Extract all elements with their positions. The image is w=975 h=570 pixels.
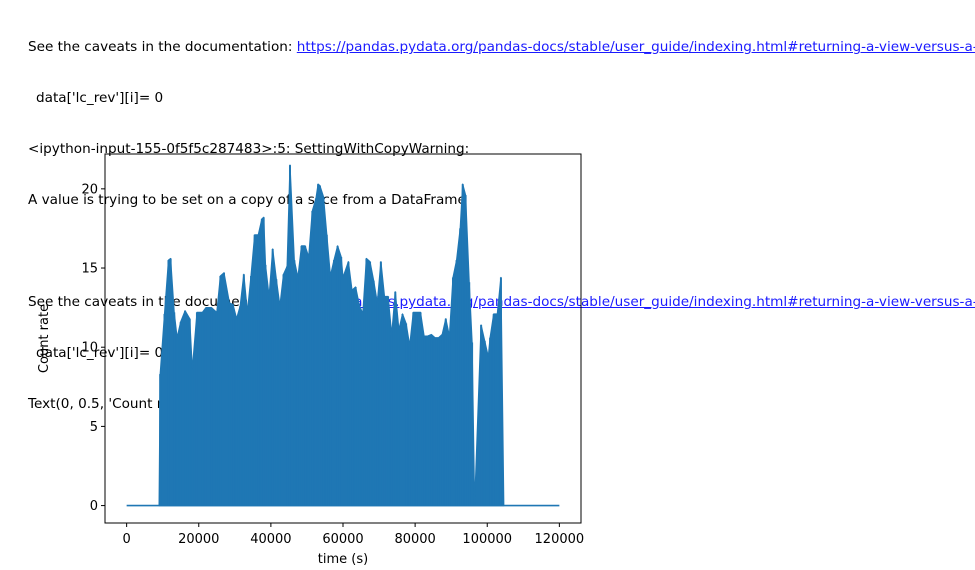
x-tick-label: 40000	[250, 532, 291, 547]
plot-frame	[104, 153, 582, 524]
x-axis-ticks: 0 20000 40000 60000 80000 100000 120000	[122, 523, 584, 547]
y-tick-label: 15	[81, 262, 98, 277]
y-axis-label: Count rate	[37, 304, 52, 373]
caveat-line: See the caveats in the documentation: ht…	[28, 39, 975, 56]
x-tick-label: 100000	[462, 532, 512, 547]
x-tick-label: 80000	[394, 532, 435, 547]
docs-link[interactable]: https://pandas.pydata.org/pandas-docs/st…	[296, 39, 975, 55]
y-tick-label: 5	[90, 420, 98, 435]
y-axis-ticks: 0 5 10 15 20	[81, 182, 105, 514]
x-tick-label: 0	[122, 532, 130, 547]
warning-location: <ipython-input-155-0f5f5c287483>:5: Sett…	[28, 141, 470, 157]
y-tick-label: 0	[90, 499, 98, 514]
lightcurve-chart: 0 5 10 15 20 0 20000 40000 60000 80000 100000 1200…	[37, 153, 584, 567]
code-line: data['lc_rev'][i]= 0	[36, 90, 164, 106]
x-tick-label: 120000	[535, 532, 585, 547]
y-tick-label: 10	[81, 341, 98, 356]
x-axis-label: time (s)	[318, 552, 368, 567]
code-line: data['lc_rev'][i]= 0	[36, 345, 164, 361]
y-tick-label: 20	[81, 182, 98, 197]
caveat-text: See the caveats in the documentation:	[28, 39, 297, 55]
series-group	[126, 164, 560, 507]
warning-message: A value is trying to be set on a copy of…	[28, 192, 466, 208]
x-tick-label: 60000	[322, 532, 363, 547]
x-tick-label: 20000	[178, 532, 219, 547]
